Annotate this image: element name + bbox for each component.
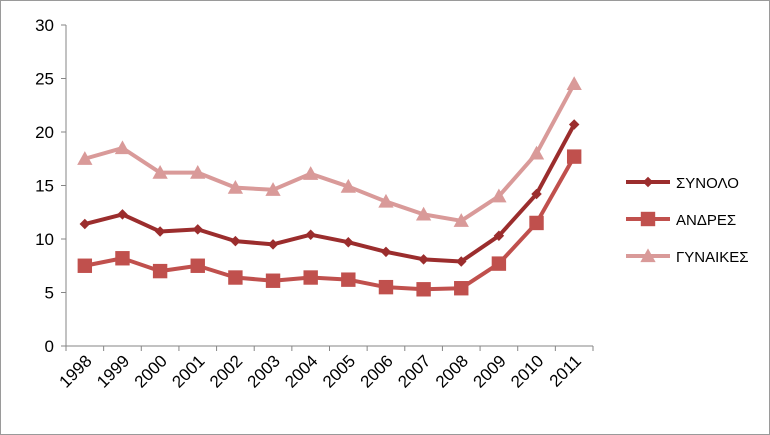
x-tick-label: 2003 xyxy=(244,351,284,391)
series-3-point xyxy=(415,206,432,221)
series-1-point xyxy=(267,239,279,250)
series-3-point xyxy=(453,213,469,227)
series-2-point xyxy=(77,258,93,273)
x-tick-label: 1999 xyxy=(93,351,133,391)
legend-label-2: ΑΝΔΡΕΣ xyxy=(676,212,736,229)
series-2-point xyxy=(341,272,356,287)
x-tick-label: 2011 xyxy=(546,351,585,390)
x-tick-label: 2009 xyxy=(470,351,510,391)
x-tick-label: 2001 xyxy=(168,351,208,391)
series-2-point xyxy=(378,279,394,295)
series-3-point xyxy=(152,165,168,179)
series-3-point xyxy=(77,151,93,165)
series-2-point xyxy=(491,256,507,271)
series-2-point xyxy=(190,258,205,273)
series-1-point xyxy=(305,229,316,240)
series-1-point xyxy=(230,235,241,247)
legend-label-3: ΓΥΝΑΙΚΕΣ xyxy=(676,249,749,266)
series-1-point xyxy=(343,236,354,248)
y-tick-label: 15 xyxy=(35,177,54,196)
series-1-point xyxy=(117,209,128,220)
y-tick-label: 20 xyxy=(35,123,54,142)
series-1-point xyxy=(568,119,580,130)
x-tick-label: 2007 xyxy=(394,351,434,391)
series-3-point xyxy=(265,182,281,196)
legend-marker-3 xyxy=(640,248,656,263)
x-tick-label: 1998 xyxy=(55,351,95,391)
series-2-point xyxy=(416,282,431,297)
x-tick-label: 2000 xyxy=(131,351,171,391)
series-2-point xyxy=(152,263,168,279)
y-tick-label: 25 xyxy=(35,70,54,89)
x-tick-label: 2010 xyxy=(507,351,547,391)
series-1-point xyxy=(192,224,203,235)
series-line-1 xyxy=(82,122,577,264)
series-1-point xyxy=(456,256,467,267)
series-2-point xyxy=(115,251,130,266)
series-1-point xyxy=(154,226,166,237)
series-2-point xyxy=(265,273,281,288)
legend-marker-1 xyxy=(642,176,654,188)
series-3-point xyxy=(378,193,394,208)
x-tick-label: 2006 xyxy=(357,351,397,391)
series-3-point xyxy=(528,145,545,160)
series-1-point xyxy=(531,188,542,200)
legend-label-1: ΣΥΝΟΛΟ xyxy=(676,175,739,192)
y-tick-label: 0 xyxy=(45,337,54,356)
series-2-point xyxy=(303,270,318,285)
x-tick-label: 2005 xyxy=(319,351,359,391)
y-tick-label: 30 xyxy=(35,16,54,35)
series-2-point xyxy=(566,149,582,164)
series-1-point xyxy=(493,230,505,242)
series-1-point xyxy=(418,254,429,265)
legend-marker-2 xyxy=(640,211,656,227)
series-3-point xyxy=(491,188,507,203)
series-3-point xyxy=(114,140,131,155)
series-3-point xyxy=(227,179,244,194)
series-3-point xyxy=(190,165,206,179)
x-tick-label: 2004 xyxy=(281,351,321,391)
series-3-point xyxy=(303,166,319,180)
series-3-point xyxy=(340,178,356,193)
y-tick-label: 5 xyxy=(45,284,54,303)
x-tick-label: 2008 xyxy=(432,351,472,391)
series-2-point xyxy=(454,281,469,296)
x-tick-label: 2002 xyxy=(206,351,246,391)
series-2-point xyxy=(529,215,544,231)
series-1-point xyxy=(380,246,392,258)
y-tick-label: 10 xyxy=(35,230,54,249)
series-3-point xyxy=(566,76,582,90)
series-1-point xyxy=(79,218,91,230)
series-2-point xyxy=(228,270,243,285)
